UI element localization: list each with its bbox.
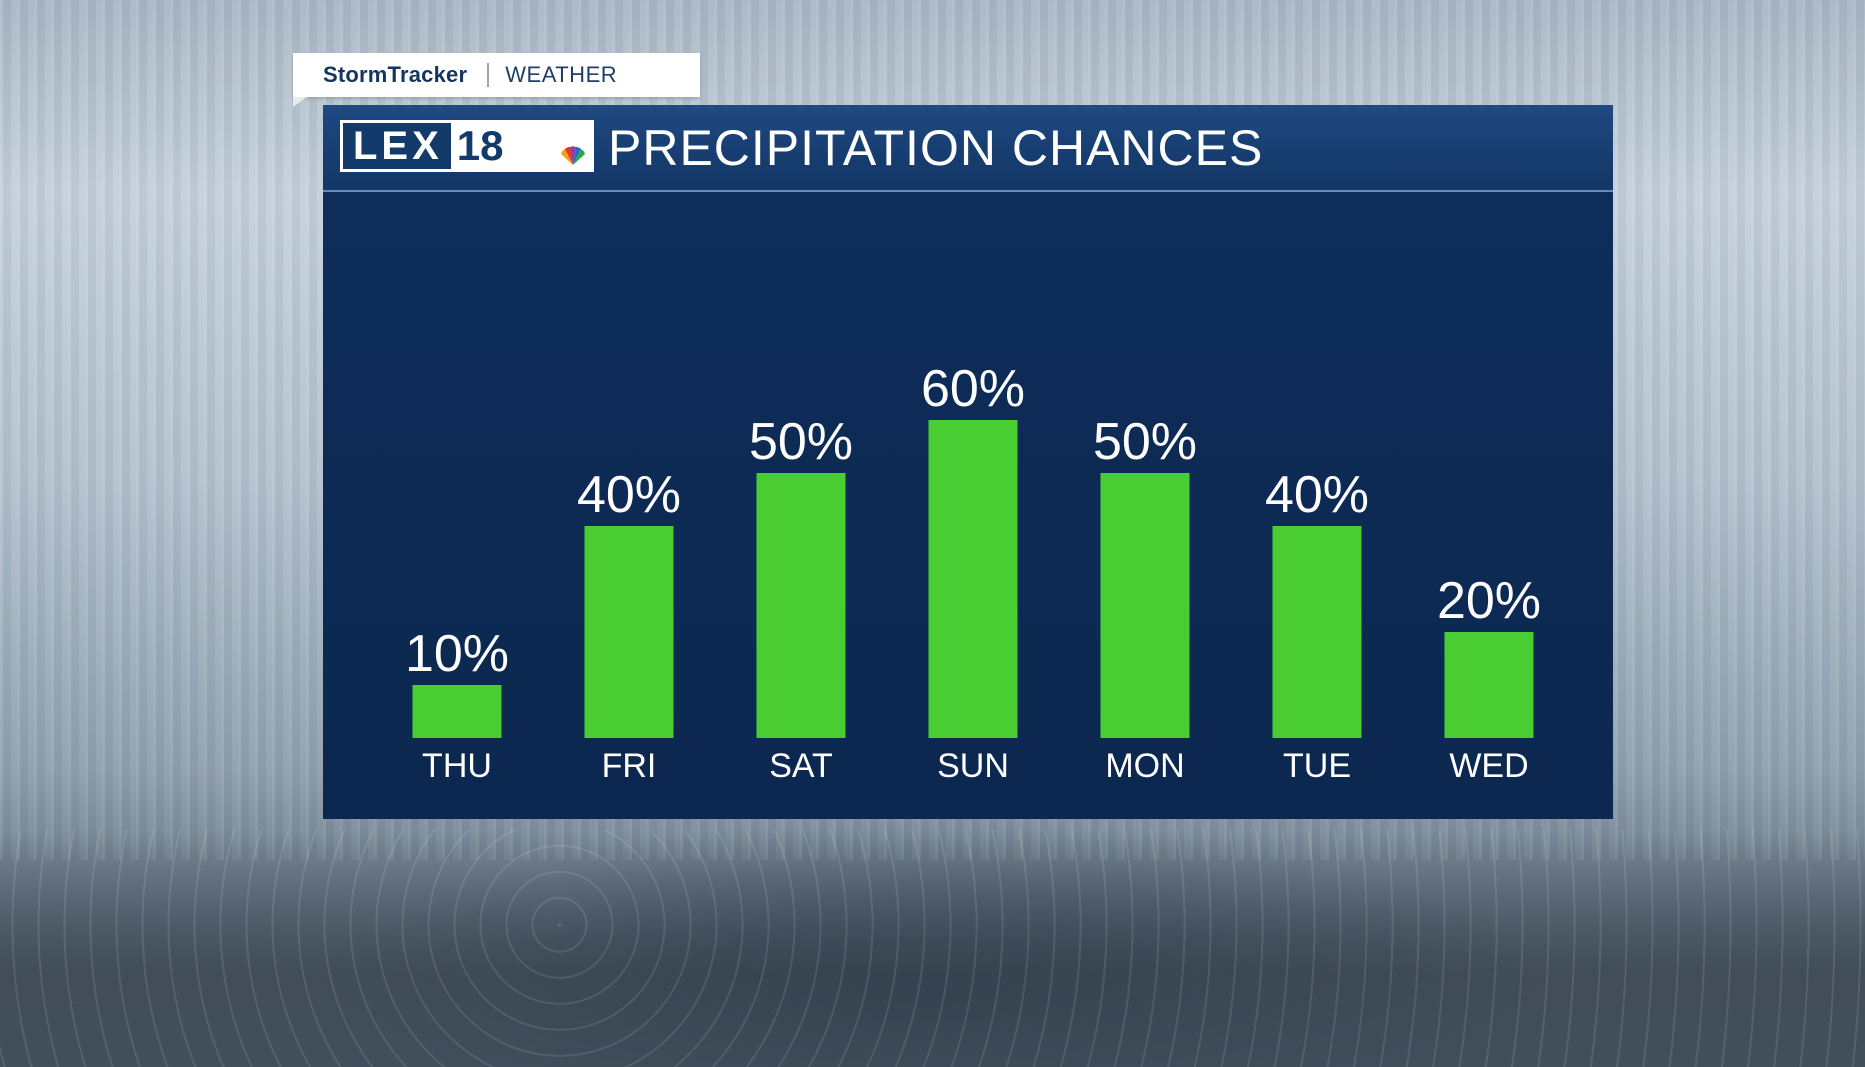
value-label-tue: 40% <box>1265 466 1369 524</box>
value-label-sun: 60% <box>921 360 1025 418</box>
value-label-mon: 50% <box>1093 413 1197 471</box>
precipitation-bar-chart: 10% THU 40% FRI 50% SAT 60% SUN 50% MON 40% TUE 20% W… <box>405 360 1541 785</box>
bar-mon <box>1100 473 1190 738</box>
panel-header: LEX 18 PRECIPITATION CHANCES <box>323 105 1613 190</box>
bar-sat <box>756 473 846 738</box>
wet-ground-background <box>0 830 1865 1067</box>
value-label-thu: 10% <box>405 625 509 683</box>
logo-number-text: 18 <box>456 122 504 169</box>
day-label-thu: THU <box>422 747 492 785</box>
stormtracker-label: StormTracker <box>323 62 468 87</box>
day-label-wed: WED <box>1449 747 1528 785</box>
peacock-icon <box>561 146 585 165</box>
chart-title: PRECIPITATION CHANCES <box>608 120 1264 176</box>
logo-number: 18 <box>450 122 591 169</box>
bar-wed <box>1444 632 1534 738</box>
forecast-panel: LEX 18 PRECIPITATION CHANCES 10% THU 40% FR… <box>323 105 1613 819</box>
header-divider <box>323 190 1613 192</box>
value-label-fri: 40% <box>577 466 681 524</box>
station-logo: LEX 18 <box>340 120 594 172</box>
bar-sun <box>928 420 1018 738</box>
bar-tue <box>1272 526 1362 738</box>
value-label-sat: 50% <box>749 413 853 471</box>
value-label-wed: 20% <box>1437 572 1541 630</box>
stormtracker-tab: StormTracker WEATHER <box>293 53 700 107</box>
day-label-fri: FRI <box>602 747 657 785</box>
logo-lex-text: LEX <box>353 124 443 168</box>
day-label-tue: TUE <box>1283 747 1351 785</box>
brand-separator <box>487 63 490 87</box>
day-label-mon: MON <box>1105 747 1184 785</box>
bar-thu <box>412 685 502 738</box>
day-label-sat: SAT <box>769 747 833 785</box>
bar-fri <box>584 526 674 738</box>
weather-label: WEATHER <box>505 62 618 87</box>
day-label-sun: SUN <box>937 747 1009 785</box>
